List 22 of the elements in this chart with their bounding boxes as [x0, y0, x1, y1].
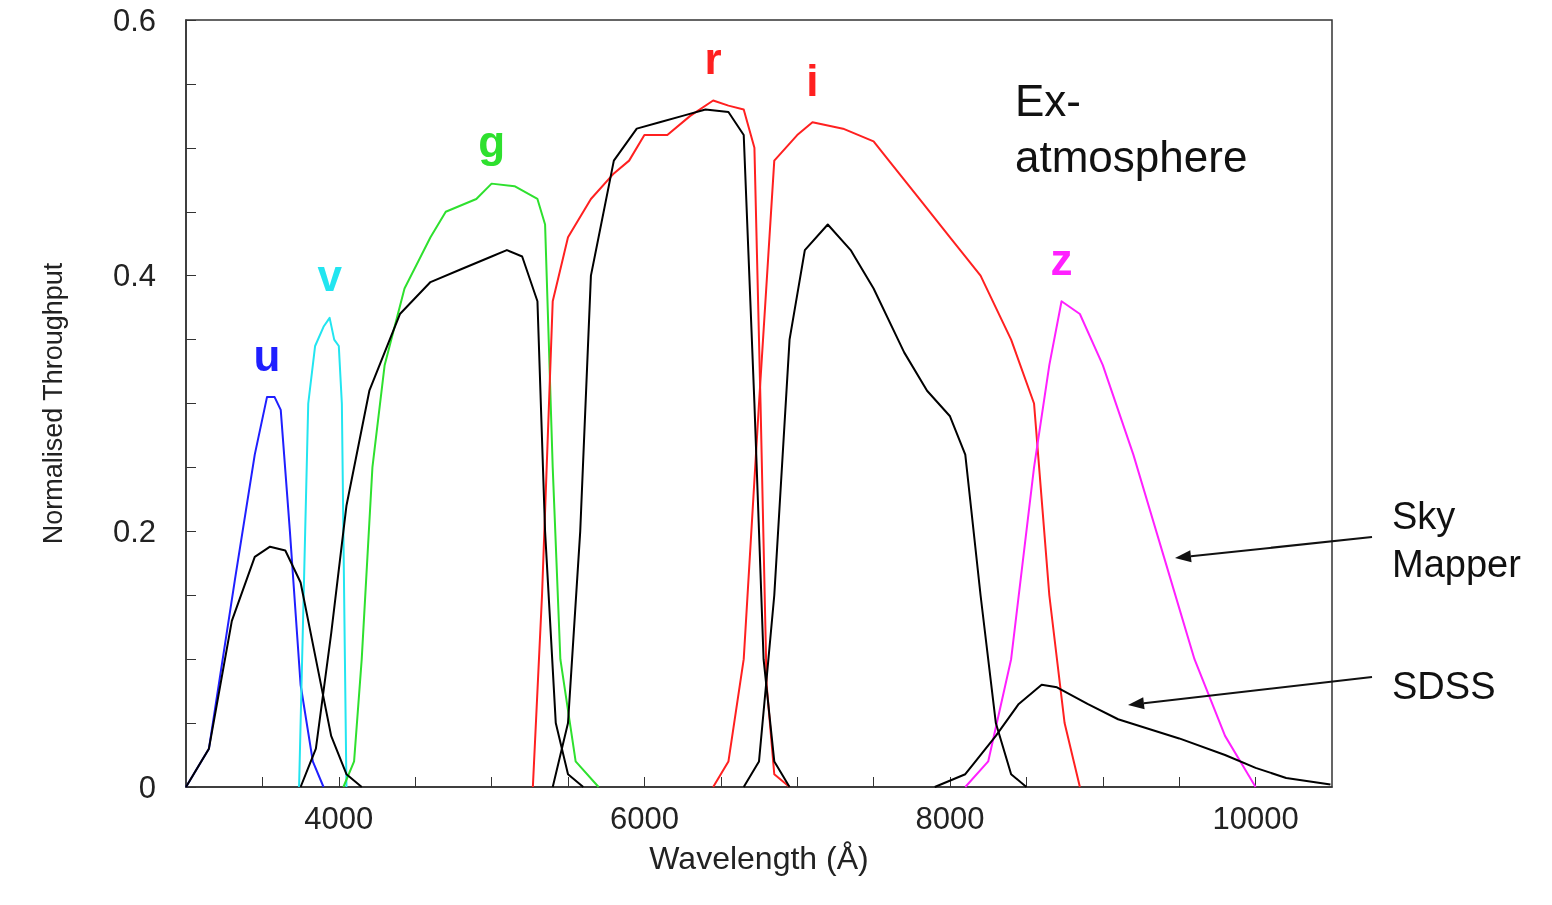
- y-tick-label: 0: [138, 769, 156, 805]
- y-tick-label: 0.4: [112, 258, 156, 294]
- x-axis-title: Wavelength (Å): [649, 840, 869, 876]
- x-tick-label: 10000: [1212, 801, 1299, 836]
- series-label: z: [1050, 234, 1073, 284]
- series-label: v: [317, 251, 343, 301]
- y-axis-title: Normalised Throughput: [37, 262, 68, 545]
- line-series: [342, 182, 600, 788]
- y-tick-label: 0.2: [112, 513, 156, 549]
- x-tick-label: 4000: [304, 801, 374, 836]
- series-label: i: [806, 55, 819, 105]
- x-tick-label: 8000: [915, 801, 985, 836]
- x-tick-label: 6000: [609, 801, 679, 836]
- series-label: u: [253, 330, 281, 380]
- y-tick-label: 0.6: [112, 2, 156, 38]
- line-series: [964, 300, 1257, 788]
- annotation: Ex- atmosphere: [1015, 75, 1248, 181]
- line-series: [298, 316, 348, 788]
- series-label: r: [704, 34, 722, 84]
- text: SDSS: [1392, 665, 1496, 707]
- text: Sky Mapper: [1392, 495, 1522, 585]
- series-label: g: [478, 117, 506, 167]
